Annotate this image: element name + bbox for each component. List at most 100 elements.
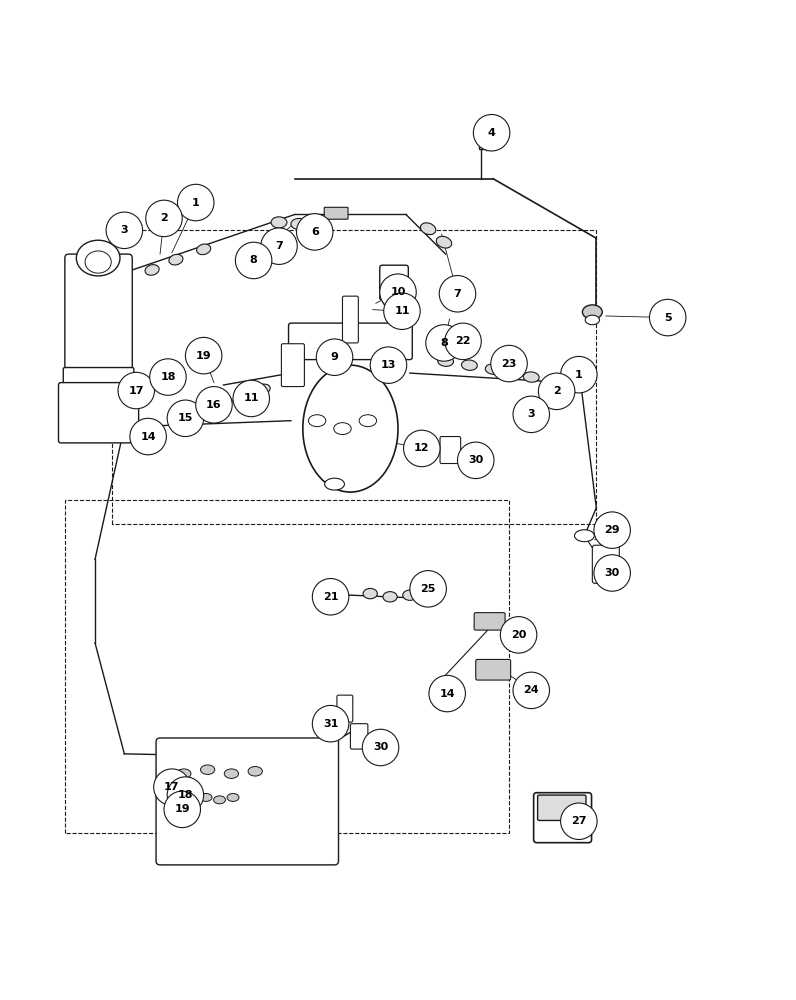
Text: 18: 18 bbox=[160, 372, 176, 382]
Ellipse shape bbox=[200, 793, 212, 801]
Ellipse shape bbox=[359, 415, 377, 427]
Text: 16: 16 bbox=[206, 400, 222, 410]
FancyBboxPatch shape bbox=[63, 368, 134, 402]
Text: 21: 21 bbox=[323, 592, 338, 602]
Text: 1: 1 bbox=[575, 370, 583, 380]
Ellipse shape bbox=[85, 251, 111, 273]
Ellipse shape bbox=[438, 356, 454, 366]
Ellipse shape bbox=[486, 364, 501, 374]
Text: 9: 9 bbox=[330, 352, 338, 362]
Text: 19: 19 bbox=[174, 804, 190, 814]
Text: 17: 17 bbox=[164, 782, 180, 792]
Circle shape bbox=[167, 777, 204, 813]
Ellipse shape bbox=[334, 423, 351, 435]
Text: 19: 19 bbox=[196, 351, 212, 361]
FancyBboxPatch shape bbox=[380, 265, 408, 300]
Ellipse shape bbox=[403, 590, 417, 600]
Circle shape bbox=[233, 380, 270, 417]
Ellipse shape bbox=[248, 767, 263, 776]
Circle shape bbox=[150, 359, 186, 395]
Circle shape bbox=[118, 372, 154, 409]
Text: 14: 14 bbox=[439, 689, 455, 699]
FancyBboxPatch shape bbox=[64, 254, 132, 389]
FancyBboxPatch shape bbox=[350, 724, 368, 749]
Circle shape bbox=[491, 345, 527, 382]
Text: 24: 24 bbox=[524, 685, 539, 695]
Text: 30: 30 bbox=[373, 742, 388, 752]
Circle shape bbox=[362, 729, 399, 766]
Ellipse shape bbox=[585, 315, 599, 325]
Circle shape bbox=[261, 228, 297, 264]
FancyBboxPatch shape bbox=[282, 344, 304, 387]
Ellipse shape bbox=[523, 372, 539, 382]
Circle shape bbox=[196, 387, 232, 423]
Circle shape bbox=[312, 579, 349, 615]
Circle shape bbox=[130, 418, 166, 455]
Ellipse shape bbox=[420, 223, 436, 235]
Circle shape bbox=[312, 705, 349, 742]
FancyBboxPatch shape bbox=[474, 613, 505, 630]
Text: 13: 13 bbox=[380, 360, 396, 370]
Text: 31: 31 bbox=[323, 719, 338, 729]
Circle shape bbox=[296, 214, 333, 250]
Circle shape bbox=[429, 675, 466, 712]
Text: 8: 8 bbox=[440, 338, 448, 348]
Text: 25: 25 bbox=[420, 584, 436, 594]
FancyBboxPatch shape bbox=[288, 323, 412, 360]
Text: 2: 2 bbox=[160, 213, 168, 223]
Text: 3: 3 bbox=[528, 409, 535, 419]
Ellipse shape bbox=[218, 397, 232, 406]
Text: 7: 7 bbox=[275, 241, 283, 251]
Text: 17: 17 bbox=[128, 386, 144, 396]
Ellipse shape bbox=[256, 384, 270, 394]
Circle shape bbox=[474, 114, 510, 151]
Ellipse shape bbox=[185, 790, 197, 797]
Ellipse shape bbox=[143, 429, 161, 441]
Ellipse shape bbox=[383, 592, 397, 602]
FancyBboxPatch shape bbox=[537, 795, 586, 820]
Circle shape bbox=[594, 555, 630, 591]
Text: 22: 22 bbox=[455, 336, 470, 346]
Text: 11: 11 bbox=[394, 306, 410, 316]
Text: 7: 7 bbox=[454, 289, 462, 299]
Ellipse shape bbox=[575, 530, 595, 542]
Text: 1: 1 bbox=[192, 198, 200, 208]
Circle shape bbox=[439, 276, 476, 312]
FancyBboxPatch shape bbox=[337, 695, 353, 722]
Ellipse shape bbox=[271, 217, 287, 228]
FancyBboxPatch shape bbox=[440, 437, 461, 464]
Ellipse shape bbox=[209, 398, 225, 408]
Ellipse shape bbox=[227, 793, 239, 801]
Ellipse shape bbox=[224, 769, 239, 778]
Circle shape bbox=[316, 339, 353, 375]
Text: 15: 15 bbox=[178, 413, 193, 423]
Ellipse shape bbox=[308, 415, 326, 427]
FancyBboxPatch shape bbox=[476, 659, 511, 680]
Text: 3: 3 bbox=[120, 225, 128, 235]
Ellipse shape bbox=[363, 588, 377, 599]
Ellipse shape bbox=[382, 286, 406, 310]
Text: 20: 20 bbox=[511, 630, 526, 640]
FancyBboxPatch shape bbox=[342, 296, 358, 343]
FancyBboxPatch shape bbox=[58, 383, 139, 443]
Circle shape bbox=[560, 356, 597, 393]
Ellipse shape bbox=[129, 385, 146, 396]
Ellipse shape bbox=[302, 365, 398, 492]
Circle shape bbox=[538, 373, 575, 410]
FancyBboxPatch shape bbox=[317, 584, 340, 605]
Text: 18: 18 bbox=[178, 790, 193, 800]
Circle shape bbox=[167, 400, 204, 437]
Text: 11: 11 bbox=[244, 393, 259, 403]
Circle shape bbox=[164, 791, 201, 828]
FancyBboxPatch shape bbox=[18, 119, 778, 881]
Ellipse shape bbox=[177, 769, 191, 778]
Circle shape bbox=[650, 299, 686, 336]
Circle shape bbox=[154, 769, 190, 805]
Ellipse shape bbox=[213, 796, 225, 804]
Circle shape bbox=[236, 242, 272, 279]
Circle shape bbox=[106, 212, 142, 249]
Circle shape bbox=[426, 325, 462, 361]
Ellipse shape bbox=[325, 478, 345, 490]
Circle shape bbox=[185, 337, 222, 374]
Circle shape bbox=[178, 184, 214, 221]
